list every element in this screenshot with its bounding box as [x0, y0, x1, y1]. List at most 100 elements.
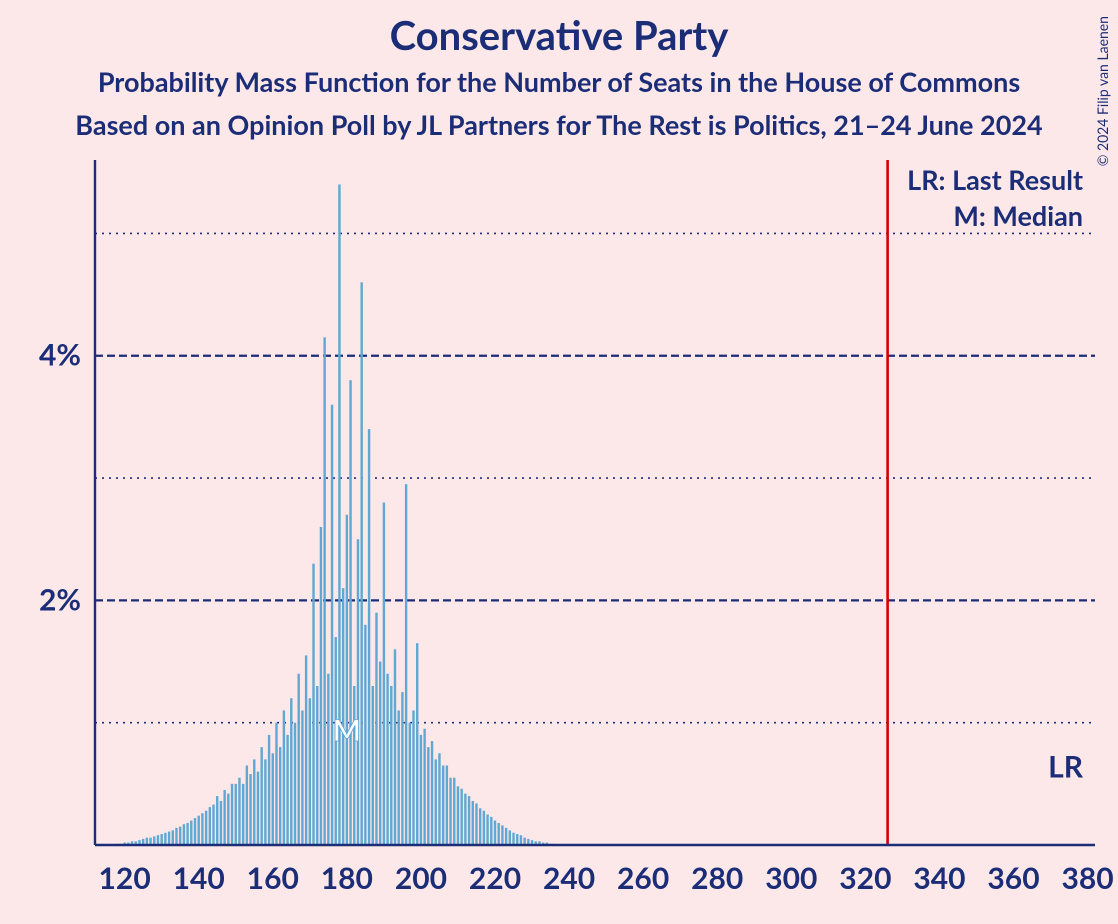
pmf-bar	[279, 747, 281, 845]
pmf-bar	[512, 833, 514, 845]
pmf-bar	[175, 828, 177, 845]
pmf-bar	[357, 539, 359, 845]
pmf-bar	[490, 817, 492, 845]
pmf-bar	[186, 823, 188, 845]
x-tick-label: 160	[247, 860, 299, 896]
pmf-bar	[401, 692, 403, 845]
pmf-bar	[235, 784, 237, 845]
chart-title: Conservative Party	[390, 11, 730, 59]
pmf-bar	[416, 643, 418, 845]
pmf-bar	[312, 564, 314, 845]
copyright-label: © 2024 Filip van Laenen	[1094, 16, 1111, 166]
pmf-bar	[431, 741, 433, 845]
pmf-bar	[246, 765, 248, 845]
chart-container: Conservative PartyProbability Mass Funct…	[0, 0, 1118, 924]
pmf-bar	[479, 808, 481, 845]
pmf-bar	[283, 710, 285, 845]
pmf-bar	[316, 686, 318, 845]
pmf-bar	[423, 729, 425, 845]
pmf-bar	[375, 613, 377, 845]
pmf-bar	[453, 778, 455, 845]
pmf-bar	[398, 710, 400, 845]
pmf-bar	[346, 515, 348, 845]
x-tick-label: 140	[173, 860, 225, 896]
pmf-bar	[472, 801, 474, 845]
pmf-bar	[268, 735, 270, 845]
pmf-bar	[327, 674, 329, 845]
pmf-bar	[457, 786, 459, 845]
pmf-bar	[475, 803, 477, 845]
pmf-bar	[198, 816, 200, 845]
y-tick-label: 2%	[39, 581, 81, 617]
pmf-bar	[260, 747, 262, 845]
chart-subtitle-2: Based on an Opinion Poll by JL Partners …	[75, 108, 1042, 141]
pmf-bar	[286, 735, 288, 845]
pmf-bar	[223, 790, 225, 845]
pmf-bar	[212, 805, 214, 845]
pmf-bar	[298, 674, 300, 845]
pmf-bar	[405, 484, 407, 845]
pmf-bar	[305, 655, 307, 845]
pmf-bar	[290, 698, 292, 845]
pmf-bar	[179, 827, 181, 845]
pmf-bar	[201, 813, 203, 845]
pmf-chart-svg: Conservative PartyProbability Mass Funct…	[0, 0, 1118, 924]
pmf-bar	[309, 698, 311, 845]
pmf-bar	[272, 753, 274, 845]
pmf-bar	[442, 765, 444, 845]
pmf-bar	[264, 759, 266, 845]
legend-median: M: Median	[953, 199, 1083, 232]
pmf-bar	[231, 784, 233, 845]
pmf-bar	[205, 811, 207, 845]
pmf-bar	[275, 723, 277, 845]
pmf-bar	[379, 662, 381, 845]
pmf-bar	[498, 823, 500, 845]
pmf-bar	[331, 405, 333, 845]
x-tick-label: 220	[469, 860, 521, 896]
x-tick-label: 280	[691, 860, 743, 896]
pmf-bar	[238, 778, 240, 845]
median-marker: M	[333, 712, 361, 748]
pmf-bar	[446, 765, 448, 845]
x-tick-label: 260	[617, 860, 669, 896]
y-tick-label: 4%	[39, 337, 81, 373]
pmf-bar	[460, 789, 462, 845]
pmf-bar	[227, 794, 229, 845]
pmf-bar	[220, 801, 222, 845]
pmf-bar	[468, 796, 470, 845]
pmf-bar	[486, 814, 488, 845]
pmf-bar	[190, 821, 192, 845]
pmf-bar	[516, 834, 518, 845]
pmf-bar	[509, 830, 511, 845]
pmf-bar	[449, 778, 451, 845]
pmf-bar	[364, 625, 366, 845]
pmf-bar	[420, 735, 422, 845]
pmf-bar	[257, 772, 259, 845]
x-tick-label: 360	[987, 860, 1039, 896]
x-tick-label: 320	[839, 860, 891, 896]
pmf-bar	[520, 835, 522, 845]
pmf-bar	[301, 710, 303, 845]
pmf-bar	[160, 834, 162, 845]
pmf-bar	[372, 686, 374, 845]
pmf-bar	[390, 686, 392, 845]
pmf-bar	[483, 811, 485, 845]
pmf-bar	[368, 429, 370, 845]
pmf-bar	[164, 833, 166, 845]
pmf-bar	[353, 686, 355, 845]
pmf-bar	[242, 784, 244, 845]
pmf-bar	[320, 527, 322, 845]
pmf-bar	[157, 835, 159, 845]
x-tick-label: 180	[321, 860, 373, 896]
pmf-bar	[168, 832, 170, 845]
last-result-marker: LR	[1048, 749, 1084, 785]
pmf-bar	[464, 794, 466, 845]
pmf-bar	[494, 821, 496, 845]
pmf-bar	[501, 825, 503, 845]
x-tick-label: 200	[395, 860, 447, 896]
legend-last-result: LR: Last Result	[907, 163, 1083, 196]
x-tick-label: 120	[99, 860, 151, 896]
x-tick-label: 240	[543, 860, 595, 896]
pmf-bar	[153, 836, 155, 845]
pmf-bar	[360, 282, 362, 845]
